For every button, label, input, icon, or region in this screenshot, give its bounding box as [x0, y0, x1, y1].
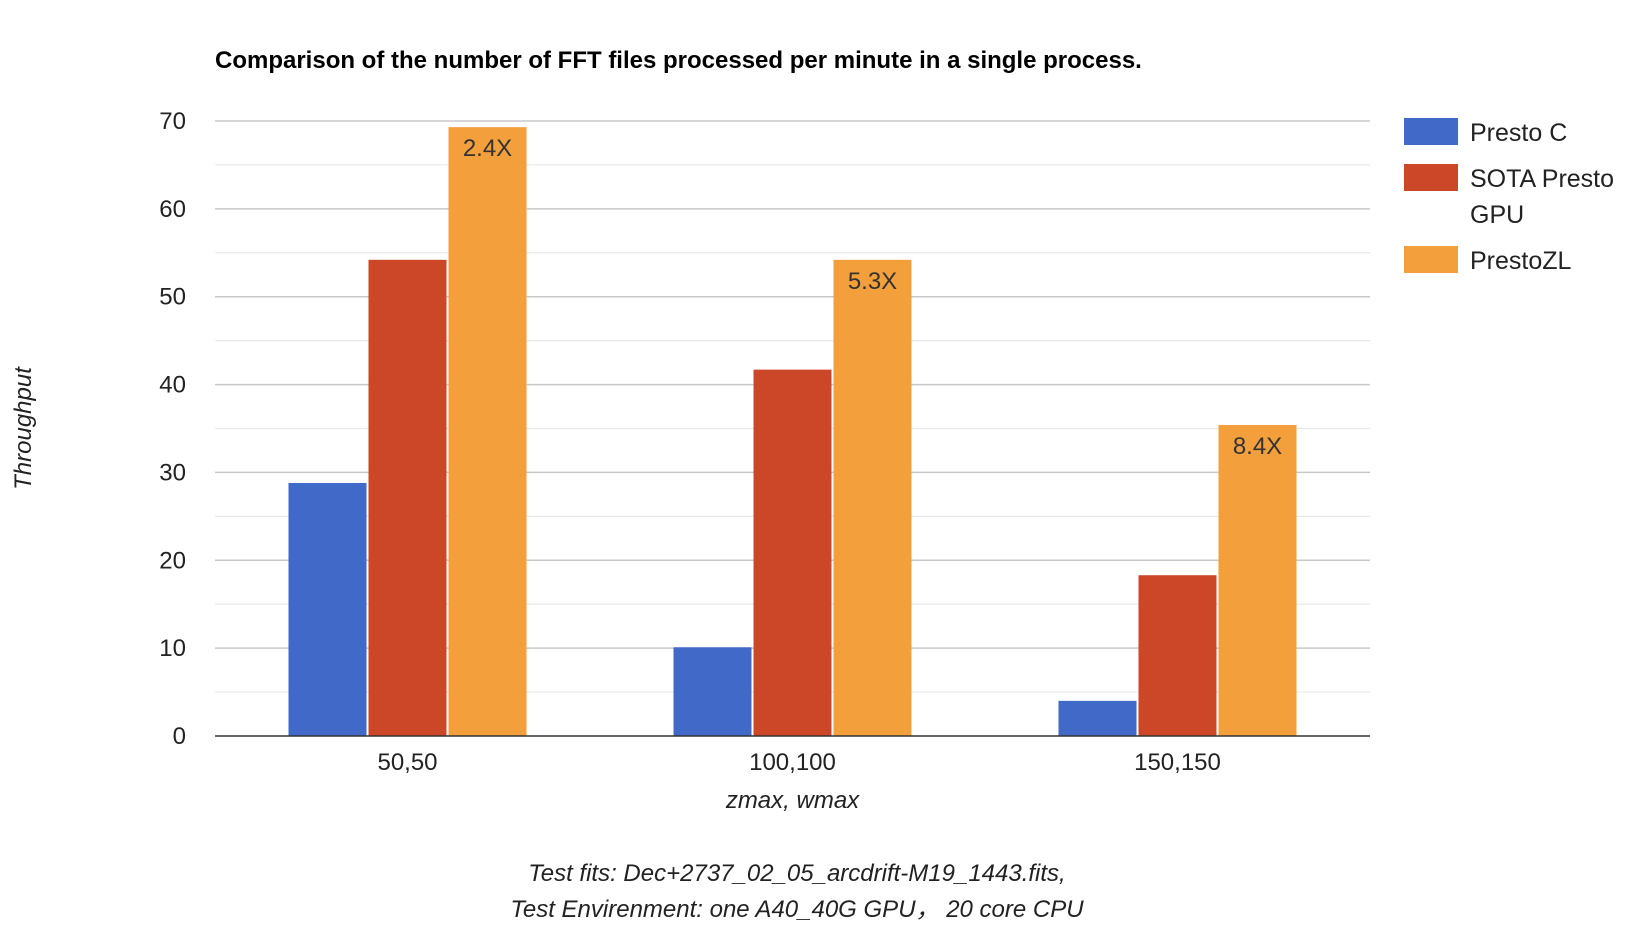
bar-labels: 2.4X 5.3X 8.4X [463, 135, 1282, 460]
y-tick-label: 50 [159, 284, 186, 311]
bar-sota-presto-gpu-2 [753, 369, 832, 736]
bar-presto-c-1 [288, 482, 367, 736]
legend-item: Presto C [1404, 118, 1567, 147]
legend-item: SOTA Presto GPU [1404, 164, 1614, 229]
bar-data-label: 8.4X [1233, 433, 1282, 460]
bar-presto-c-2 [673, 647, 752, 736]
bar-prestozl-1 [448, 127, 527, 736]
legend-label: SOTA Presto [1470, 165, 1614, 193]
y-axis-ticks: 0 10 20 30 40 50 60 70 [159, 108, 186, 750]
x-tick-label: 150,150 [1134, 749, 1221, 776]
bar-prestozl-3 [1218, 424, 1297, 736]
y-tick-label: 40 [159, 372, 186, 399]
x-tick-label: 50,50 [377, 749, 437, 776]
bar-sota-presto-gpu-1 [368, 259, 447, 736]
legend-label: GPU [1470, 201, 1524, 229]
x-axis-ticks: 50,50 100,100 150,150 [377, 749, 1220, 776]
legend-label: Presto C [1470, 119, 1567, 147]
bar-prestozl-2 [833, 259, 912, 736]
y-tick-label: 0 [173, 723, 186, 750]
bar-data-label: 2.4X [463, 135, 512, 162]
footnote-test-fits: Test fits: Dec+2737_02_05_arcdrift-M19_1… [528, 860, 1065, 887]
footnote-test-environment: Test Envirenment: one A40_40G GPU， 20 co… [510, 896, 1084, 923]
y-axis-label: Throughput [10, 366, 37, 490]
bar-sota-presto-gpu-3 [1138, 575, 1217, 736]
y-tick-label: 30 [159, 459, 186, 486]
x-tick-label: 100,100 [749, 749, 836, 776]
bars [288, 127, 1297, 736]
chart-title: Comparison of the number of FFT files pr… [215, 47, 1142, 74]
legend-item: PrestoZL [1404, 246, 1572, 275]
legend-label: PrestoZL [1470, 247, 1572, 275]
y-tick-label: 60 [159, 196, 186, 223]
x-axis-label: zmax, wmax [725, 787, 860, 814]
legend: Presto C SOTA Presto GPU PrestoZL [1404, 118, 1614, 275]
bar-presto-c-3 [1058, 700, 1137, 736]
legend-swatch [1404, 164, 1458, 191]
y-tick-label: 70 [159, 108, 186, 135]
y-tick-label: 20 [159, 547, 186, 574]
legend-swatch [1404, 246, 1458, 273]
y-tick-label: 10 [159, 635, 186, 662]
legend-swatch [1404, 118, 1458, 145]
bar-data-label: 5.3X [848, 268, 897, 295]
